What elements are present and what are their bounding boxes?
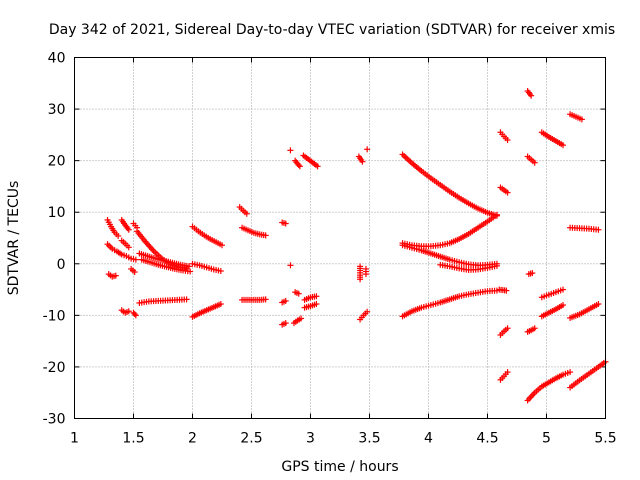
data-point — [287, 147, 294, 154]
x-tick-label: 5 — [542, 431, 551, 447]
data-point — [187, 268, 194, 275]
data-point — [282, 320, 289, 327]
data-point — [296, 163, 303, 170]
data-point — [314, 163, 321, 170]
data-point — [560, 142, 567, 149]
data-point — [115, 232, 122, 239]
data-point — [217, 268, 224, 275]
data-point — [504, 137, 511, 144]
data-layer — [104, 88, 609, 404]
data-point — [125, 244, 132, 251]
y-tick-label: -30 — [43, 412, 66, 428]
x-tick-label: 3 — [306, 431, 315, 447]
plot-frame — [74, 57, 606, 419]
data-point — [282, 297, 289, 304]
data-point — [185, 263, 192, 270]
data-point — [287, 262, 294, 269]
x-tick-label: 4.5 — [476, 431, 498, 447]
chart-title: Day 342 of 2021, Sidereal Day-to-day VTE… — [49, 22, 615, 38]
data-point — [364, 308, 371, 315]
data-point — [262, 232, 269, 239]
data-point — [132, 256, 139, 263]
data-point — [595, 226, 602, 233]
data-point — [364, 146, 371, 153]
grid-layer — [74, 57, 606, 419]
data-point — [313, 301, 320, 308]
data-point — [217, 301, 224, 308]
data-point — [504, 369, 511, 376]
x-tick-label: 2.5 — [240, 431, 262, 447]
x-tick-label: 3.5 — [358, 431, 380, 447]
data-point — [112, 272, 119, 279]
data-point — [295, 162, 302, 169]
x-tick-label: 4 — [424, 431, 433, 447]
data-point — [131, 311, 138, 318]
data-point — [125, 226, 132, 233]
data-point — [567, 369, 574, 376]
data-point — [243, 210, 250, 217]
y-tick-label: 20 — [48, 154, 66, 170]
data-point — [295, 290, 302, 297]
data-point — [357, 276, 364, 283]
data-point — [183, 296, 190, 303]
data-point — [493, 262, 500, 269]
data-point — [131, 269, 138, 276]
data-point — [132, 312, 139, 319]
data-point — [578, 116, 585, 123]
y-tick-label: 40 — [48, 51, 66, 67]
data-point — [531, 325, 538, 332]
data-point — [503, 287, 510, 294]
data-point — [313, 293, 320, 300]
x-tick-label: 5.5 — [594, 431, 616, 447]
data-point — [560, 302, 567, 309]
data-point — [362, 271, 369, 278]
y-tick-label: 30 — [48, 102, 66, 118]
y-tick-label: 10 — [48, 205, 66, 221]
data-point — [359, 158, 366, 165]
data-point — [531, 159, 538, 166]
data-point — [298, 315, 305, 322]
y-axis-label: SDTVAR / TECUs — [6, 181, 22, 296]
x-tick-label: 1 — [70, 431, 79, 447]
data-point — [504, 189, 511, 196]
data-point — [528, 92, 535, 99]
x-tick-label: 2 — [188, 431, 197, 447]
y-tick-label: -20 — [43, 360, 66, 376]
data-point — [125, 308, 132, 315]
data-point — [560, 286, 567, 293]
x-tick-label: 1.5 — [122, 431, 144, 447]
tick-layer: 1 1.5 2 2.5 3 3.5 4 4.5 5 5.5 -30 -20 -10 0 10 20 30 40 — [43, 51, 617, 447]
data-point — [529, 270, 536, 277]
data-point — [493, 211, 500, 218]
data-point — [504, 325, 511, 332]
y-tick-label: 0 — [57, 257, 66, 273]
data-point — [282, 220, 289, 227]
data-point — [262, 296, 269, 303]
x-axis-label: GPS time / hours — [281, 459, 398, 475]
data-point — [219, 242, 225, 249]
data-point — [595, 301, 602, 308]
y-tick-label: -10 — [43, 308, 66, 324]
